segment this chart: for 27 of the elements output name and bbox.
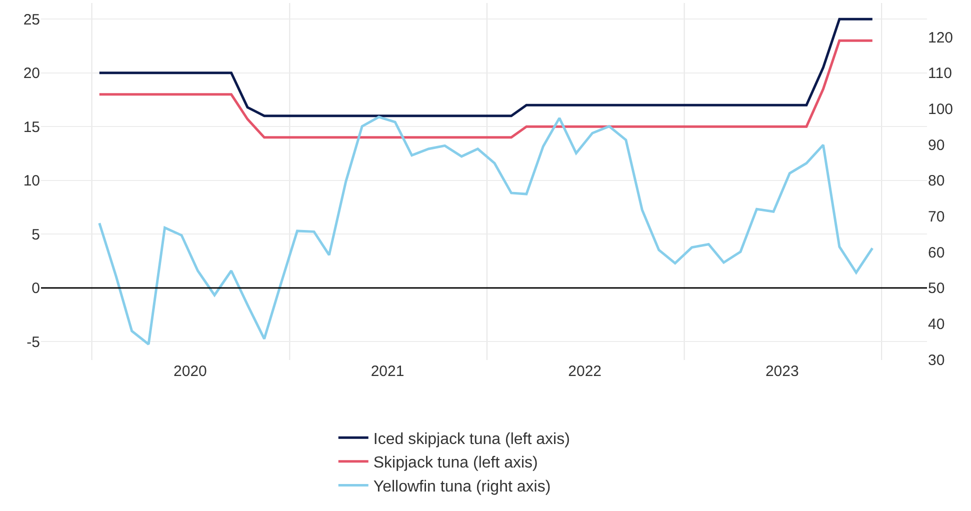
y-tick-label: 25	[23, 11, 40, 28]
x-tick-label: 2023	[765, 363, 799, 380]
line-series	[98, 116, 874, 346]
y2-tick-label: 80	[928, 172, 945, 190]
y2-tick-label: 60	[928, 244, 945, 262]
legend-label: Skipjack tuna (left axis)	[373, 454, 538, 472]
y2-tick-label: 120	[928, 29, 954, 46]
y2-tick-label: 40	[928, 316, 945, 334]
y-tick-label: 10	[23, 172, 40, 190]
y-tick-label: 15	[23, 118, 40, 136]
x-tick-label: 2022	[568, 363, 602, 380]
y-tick-label: -5	[26, 334, 40, 351]
y-tick-label: 0	[32, 280, 40, 298]
x-tick-label: 2021	[370, 363, 404, 380]
line-series	[98, 39, 874, 139]
x-tick-label: 2020	[174, 363, 207, 380]
y-tick-label: 20	[23, 65, 40, 82]
y2-tick-label: 70	[928, 208, 945, 226]
line-series	[98, 18, 874, 118]
legend-label: Yellowfin tuna (right axis)	[373, 478, 551, 496]
y2-tick-label: 90	[928, 136, 945, 154]
y2-tick-label: 50	[928, 280, 945, 298]
y2-tick-label: 30	[928, 352, 945, 369]
legend-label: Iced skipjack tuna (left axis)	[373, 430, 570, 448]
y-tick-label: 5	[32, 226, 40, 244]
y2-tick-label: 110	[928, 65, 952, 82]
y2-tick-label: 100	[928, 100, 954, 118]
